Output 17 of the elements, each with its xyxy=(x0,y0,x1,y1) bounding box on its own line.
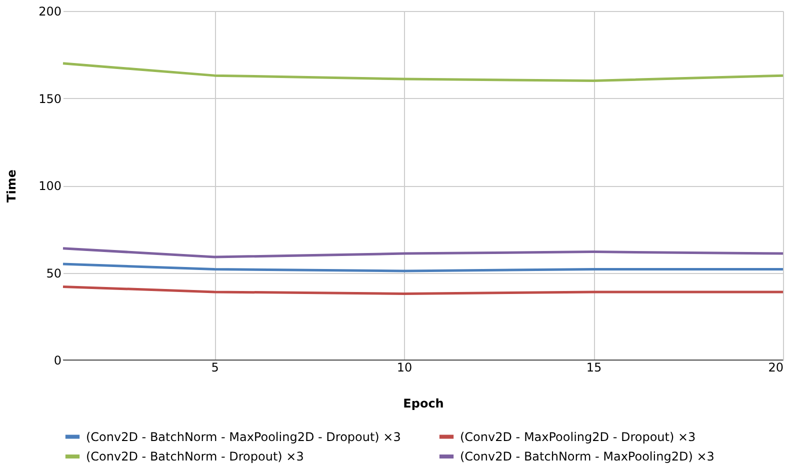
legend-label: (Conv2D - MaxPooling2D - Dropout) ×3 xyxy=(460,430,696,444)
x-tick-label: 10 xyxy=(396,360,412,374)
legend-label: (Conv2D - BatchNorm - MaxPooling2D - Dropout) ×3 xyxy=(86,430,401,444)
x-axis-title: Epoch xyxy=(403,396,444,410)
line-series xyxy=(62,62,784,82)
y-tick-label: 200 xyxy=(38,4,62,18)
x-tick-label: 20 xyxy=(768,360,784,374)
y-tick-label: 100 xyxy=(38,179,62,193)
y-axis-title: Time xyxy=(4,170,19,202)
y-tick-label: 150 xyxy=(38,92,62,106)
y-tick-label: 50 xyxy=(46,266,62,280)
legend-label: (Conv2D - BatchNorm - Dropout) ×3 xyxy=(86,450,304,464)
y-tick-label: 0 xyxy=(54,354,62,368)
line-series xyxy=(62,247,784,258)
x-tick-label: 5 xyxy=(211,360,219,374)
x-tick-label: 15 xyxy=(586,360,602,374)
legend-label: (Conv2D - BatchNorm - MaxPooling2D) ×3 xyxy=(460,450,714,464)
